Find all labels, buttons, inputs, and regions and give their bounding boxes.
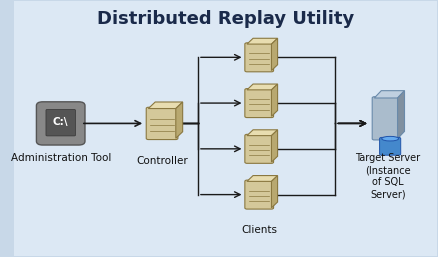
Polygon shape — [272, 84, 278, 116]
Ellipse shape — [381, 136, 399, 141]
Polygon shape — [247, 38, 278, 44]
Text: Distributed Replay Utility: Distributed Replay Utility — [97, 10, 354, 28]
Polygon shape — [272, 130, 278, 162]
Text: Target Server
(Instance
of SQL
Server): Target Server (Instance of SQL Server) — [356, 153, 420, 200]
Polygon shape — [272, 38, 278, 70]
FancyBboxPatch shape — [380, 137, 401, 155]
FancyBboxPatch shape — [36, 102, 85, 145]
Polygon shape — [247, 84, 278, 90]
Polygon shape — [398, 91, 405, 139]
Polygon shape — [247, 176, 278, 181]
Text: C:\: C:\ — [53, 117, 68, 127]
FancyBboxPatch shape — [46, 109, 75, 136]
FancyBboxPatch shape — [146, 107, 178, 140]
Polygon shape — [374, 91, 405, 98]
FancyBboxPatch shape — [245, 134, 274, 163]
Polygon shape — [272, 176, 278, 208]
FancyBboxPatch shape — [245, 89, 274, 117]
FancyBboxPatch shape — [6, 0, 438, 257]
FancyBboxPatch shape — [372, 97, 399, 140]
Polygon shape — [176, 102, 183, 138]
FancyBboxPatch shape — [245, 43, 274, 72]
Text: Administration Tool: Administration Tool — [11, 153, 111, 163]
FancyBboxPatch shape — [245, 180, 274, 209]
Polygon shape — [247, 130, 278, 136]
Polygon shape — [148, 102, 183, 108]
Text: Controller: Controller — [136, 157, 188, 167]
Text: Clients: Clients — [241, 225, 277, 235]
